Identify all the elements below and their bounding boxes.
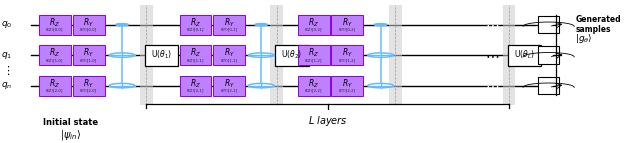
Text: $R_Y$: $R_Y$	[83, 77, 94, 90]
Text: $\cdots$: $\cdots$	[485, 48, 500, 62]
Text: θ(Z)[2,0]: θ(Z)[2,0]	[46, 89, 64, 93]
Text: $R_Y$: $R_Y$	[224, 77, 235, 90]
Text: $R_Z$: $R_Z$	[308, 47, 319, 59]
FancyBboxPatch shape	[332, 45, 364, 65]
Text: $R_Y$: $R_Y$	[342, 47, 353, 59]
Text: θ(Z)[0,1]: θ(Z)[0,1]	[187, 28, 204, 32]
Text: $R_Z$: $R_Z$	[190, 47, 201, 59]
Text: θ(Z)[0,2]: θ(Z)[0,2]	[305, 28, 323, 32]
FancyBboxPatch shape	[213, 76, 245, 96]
Text: θ(Z)[2,1]: θ(Z)[2,1]	[187, 89, 204, 93]
FancyBboxPatch shape	[508, 45, 541, 65]
Text: θ(Z)[0,0]: θ(Z)[0,0]	[46, 28, 64, 32]
Text: θ(Z)[1,2]: θ(Z)[1,2]	[305, 58, 323, 62]
FancyBboxPatch shape	[213, 45, 245, 65]
Bar	[270, 5, 283, 105]
Bar	[389, 5, 402, 105]
FancyBboxPatch shape	[179, 76, 211, 96]
Text: Generated: Generated	[575, 15, 621, 24]
Text: $R_Y$: $R_Y$	[224, 47, 235, 59]
Bar	[140, 5, 153, 105]
Circle shape	[116, 24, 129, 26]
Text: Initial state: Initial state	[44, 118, 99, 127]
Text: θ(Y)[0,2]: θ(Y)[0,2]	[339, 28, 356, 32]
FancyBboxPatch shape	[39, 76, 71, 96]
FancyBboxPatch shape	[73, 15, 105, 35]
FancyBboxPatch shape	[298, 76, 330, 96]
Text: U($\theta_1$): U($\theta_1$)	[151, 49, 172, 61]
FancyBboxPatch shape	[213, 15, 245, 35]
Circle shape	[255, 24, 268, 26]
Text: $|\psi_{in}\rangle$: $|\psi_{in}\rangle$	[60, 128, 81, 142]
FancyBboxPatch shape	[73, 76, 105, 96]
Text: samples: samples	[575, 24, 611, 33]
Text: $\cdots$: $\cdots$	[485, 79, 500, 93]
Text: $R_Z$: $R_Z$	[190, 77, 201, 90]
Text: θ(Y)[2,1]: θ(Y)[2,1]	[221, 89, 238, 93]
Text: $\cdots$: $\cdots$	[485, 18, 500, 32]
Text: $q_0$: $q_0$	[1, 19, 12, 30]
Text: $R_Y$: $R_Y$	[83, 47, 94, 59]
FancyBboxPatch shape	[538, 46, 559, 64]
Text: $R_Y$: $R_Y$	[224, 16, 235, 29]
FancyBboxPatch shape	[538, 77, 559, 94]
Circle shape	[109, 84, 135, 88]
FancyBboxPatch shape	[179, 15, 211, 35]
Text: $R_Z$: $R_Z$	[308, 77, 319, 90]
Text: θ(Z)[1,0]: θ(Z)[1,0]	[46, 58, 64, 62]
Text: U($\theta_2$): U($\theta_2$)	[282, 49, 303, 61]
Text: θ(Y)[2,2]: θ(Y)[2,2]	[339, 89, 356, 93]
FancyBboxPatch shape	[332, 76, 364, 96]
Text: $R_Z$: $R_Z$	[49, 47, 61, 59]
Text: $R_Z$: $R_Z$	[49, 77, 61, 90]
Text: $q_1$: $q_1$	[1, 50, 12, 61]
FancyBboxPatch shape	[538, 16, 559, 33]
Text: $L$ layers: $L$ layers	[308, 115, 348, 129]
Text: θ(Y)[1,2]: θ(Y)[1,2]	[339, 58, 356, 62]
Circle shape	[248, 84, 274, 88]
Circle shape	[248, 53, 274, 57]
Text: $R_Z$: $R_Z$	[49, 16, 61, 29]
Text: $|g_\theta\rangle$: $|g_\theta\rangle$	[575, 32, 593, 45]
Text: $R_Y$: $R_Y$	[342, 16, 353, 29]
Text: θ(Y)[0,1]: θ(Y)[0,1]	[221, 28, 238, 32]
Circle shape	[368, 53, 394, 57]
Text: $R_Z$: $R_Z$	[308, 16, 319, 29]
Text: θ(Y)[1,1]: θ(Y)[1,1]	[221, 58, 238, 62]
FancyBboxPatch shape	[179, 45, 211, 65]
Text: $q_n$: $q_n$	[1, 80, 12, 91]
Text: $R_Y$: $R_Y$	[83, 16, 94, 29]
Circle shape	[374, 24, 387, 26]
Circle shape	[109, 53, 135, 57]
FancyBboxPatch shape	[73, 45, 105, 65]
Text: θ(Z)[2,2]: θ(Z)[2,2]	[305, 89, 323, 93]
FancyBboxPatch shape	[332, 15, 364, 35]
FancyBboxPatch shape	[298, 45, 330, 65]
Text: $\vdots$: $\vdots$	[2, 64, 10, 77]
Text: θ(Z)[1,1]: θ(Z)[1,1]	[187, 58, 204, 62]
Text: θ(Y)[2,0]: θ(Y)[2,0]	[80, 89, 97, 93]
Text: $R_Y$: $R_Y$	[342, 77, 353, 90]
Text: θ(Y)[0,0]: θ(Y)[0,0]	[80, 28, 97, 32]
FancyBboxPatch shape	[39, 15, 71, 35]
FancyBboxPatch shape	[39, 45, 71, 65]
FancyBboxPatch shape	[275, 45, 308, 65]
Text: U($\theta_L$): U($\theta_L$)	[514, 49, 535, 61]
Text: $R_Z$: $R_Z$	[190, 16, 201, 29]
Circle shape	[368, 84, 394, 88]
FancyBboxPatch shape	[145, 45, 179, 65]
Bar	[502, 5, 515, 105]
Text: θ(Y)[1,0]: θ(Y)[1,0]	[80, 58, 97, 62]
FancyBboxPatch shape	[298, 15, 330, 35]
